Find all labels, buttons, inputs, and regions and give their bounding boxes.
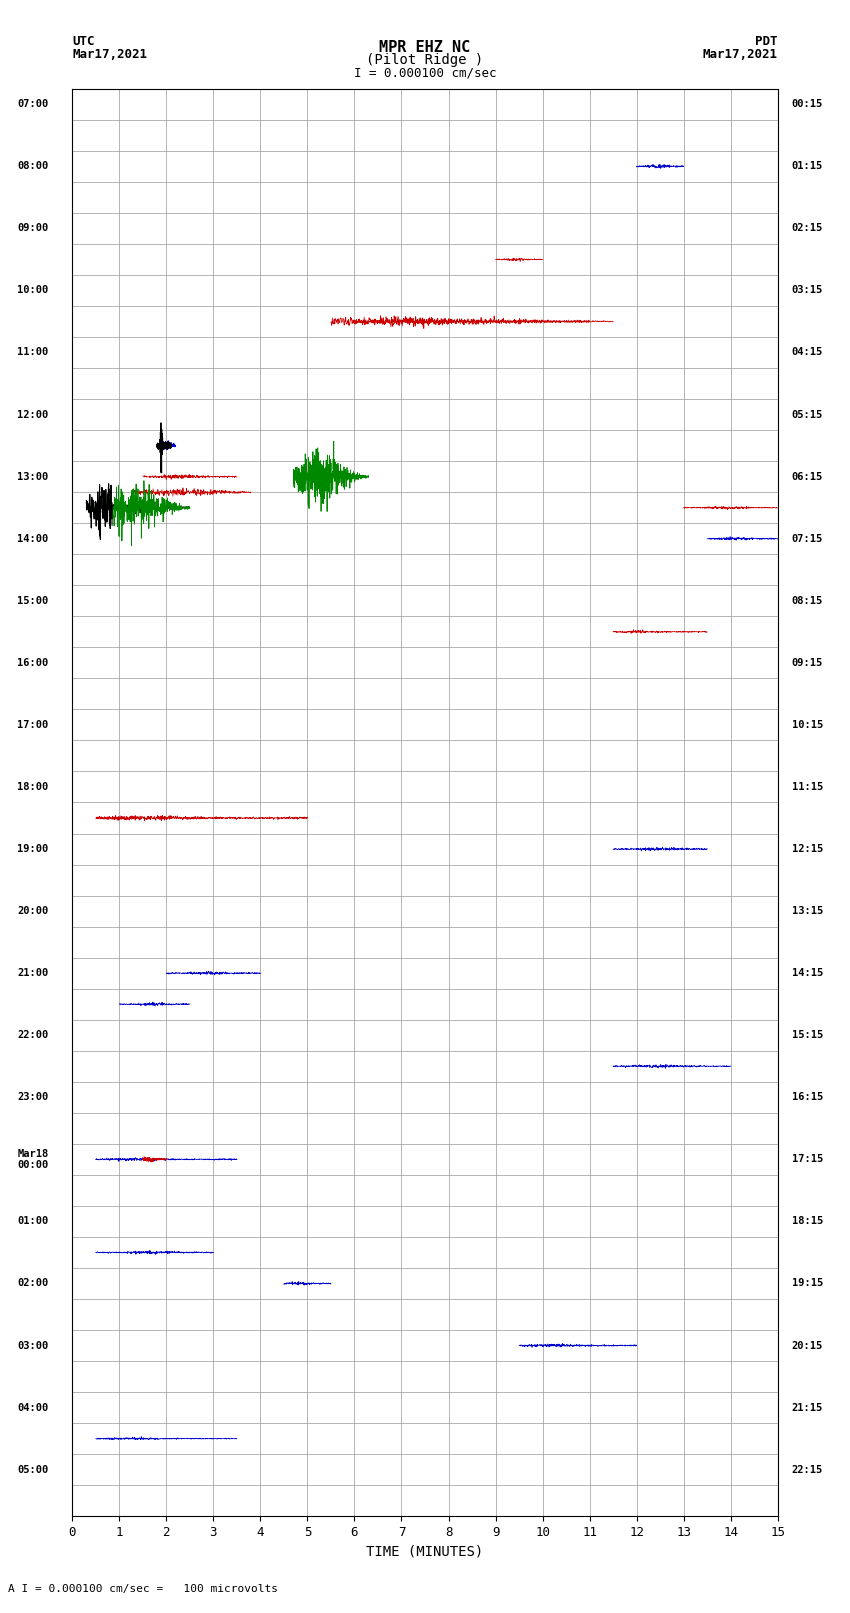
Text: 20:15: 20:15: [792, 1340, 823, 1350]
Text: A I = 0.000100 cm/sec =   100 microvolts: A I = 0.000100 cm/sec = 100 microvolts: [8, 1584, 279, 1594]
Text: 07:15: 07:15: [792, 534, 823, 544]
Text: 19:15: 19:15: [792, 1279, 823, 1289]
Text: 10:00: 10:00: [18, 286, 48, 295]
Text: 18:15: 18:15: [792, 1216, 823, 1226]
Text: 23:00: 23:00: [18, 1092, 48, 1102]
Text: 07:00: 07:00: [18, 100, 48, 110]
Text: 08:15: 08:15: [792, 595, 823, 606]
Text: 15:00: 15:00: [18, 595, 48, 606]
Text: Mar17,2021: Mar17,2021: [72, 48, 147, 61]
Text: 10:15: 10:15: [792, 719, 823, 731]
Text: MPR EHZ NC: MPR EHZ NC: [379, 40, 471, 55]
Text: 09:15: 09:15: [792, 658, 823, 668]
Text: 11:00: 11:00: [18, 347, 48, 358]
Text: UTC: UTC: [72, 35, 94, 48]
Text: 15:15: 15:15: [792, 1031, 823, 1040]
Text: 03:00: 03:00: [18, 1340, 48, 1350]
Text: 05:00: 05:00: [18, 1465, 48, 1474]
Text: 09:00: 09:00: [18, 223, 48, 234]
Text: 03:15: 03:15: [792, 286, 823, 295]
Text: 14:00: 14:00: [18, 534, 48, 544]
Text: 05:15: 05:15: [792, 410, 823, 419]
Text: 18:00: 18:00: [18, 782, 48, 792]
Text: 06:15: 06:15: [792, 471, 823, 482]
Text: 16:00: 16:00: [18, 658, 48, 668]
Text: PDT: PDT: [756, 35, 778, 48]
Text: 12:00: 12:00: [18, 410, 48, 419]
Text: 11:15: 11:15: [792, 782, 823, 792]
Text: 21:00: 21:00: [18, 968, 48, 977]
Text: I = 0.000100 cm/sec: I = 0.000100 cm/sec: [354, 66, 496, 79]
Text: 17:15: 17:15: [792, 1155, 823, 1165]
Text: 02:15: 02:15: [792, 223, 823, 234]
Text: Mar18
00:00: Mar18 00:00: [18, 1148, 48, 1169]
Text: 01:15: 01:15: [792, 161, 823, 171]
Text: 13:00: 13:00: [18, 471, 48, 482]
Text: Mar17,2021: Mar17,2021: [703, 48, 778, 61]
Text: 21:15: 21:15: [792, 1403, 823, 1413]
Text: 02:00: 02:00: [18, 1279, 48, 1289]
Text: 08:00: 08:00: [18, 161, 48, 171]
Text: 22:00: 22:00: [18, 1031, 48, 1040]
Text: 14:15: 14:15: [792, 968, 823, 977]
Text: 12:15: 12:15: [792, 844, 823, 853]
Text: 04:00: 04:00: [18, 1403, 48, 1413]
Text: 01:00: 01:00: [18, 1216, 48, 1226]
Text: 13:15: 13:15: [792, 907, 823, 916]
Text: 17:00: 17:00: [18, 719, 48, 731]
Text: 04:15: 04:15: [792, 347, 823, 358]
Text: 20:00: 20:00: [18, 907, 48, 916]
Text: 00:15: 00:15: [792, 100, 823, 110]
X-axis label: TIME (MINUTES): TIME (MINUTES): [366, 1545, 484, 1558]
Text: 22:15: 22:15: [792, 1465, 823, 1474]
Text: (Pilot Ridge ): (Pilot Ridge ): [366, 53, 484, 68]
Text: 16:15: 16:15: [792, 1092, 823, 1102]
Text: 19:00: 19:00: [18, 844, 48, 853]
